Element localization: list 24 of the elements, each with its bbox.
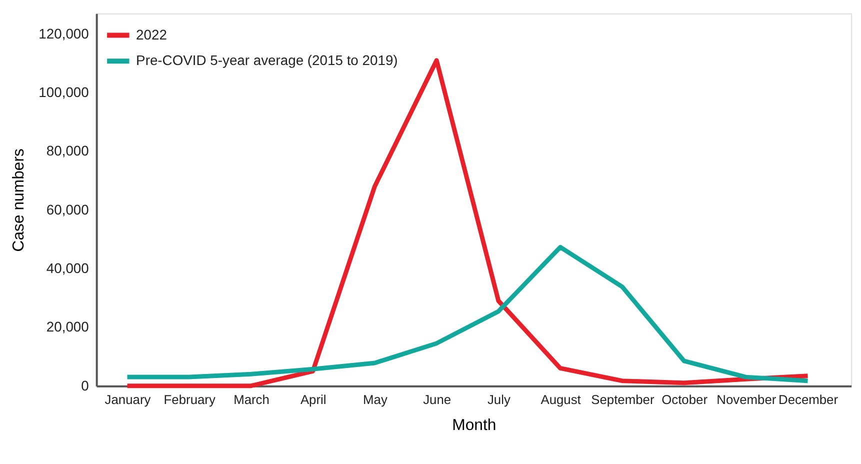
x-tick-label: June xyxy=(423,392,452,408)
legend-label: Pre-COVID 5-year average (2015 to 2019) xyxy=(136,52,398,68)
x-tick-label: July xyxy=(487,392,511,408)
x-tick-label: August xyxy=(540,392,582,408)
x-tick-label: September xyxy=(591,392,655,408)
line-series xyxy=(125,244,810,384)
y-tick-label: 60,000 xyxy=(46,201,90,218)
x-tick-label: January xyxy=(104,392,152,408)
x-axis-title: Month xyxy=(452,417,496,434)
x-tick-label: March xyxy=(234,392,270,408)
y-tick-label: 40,000 xyxy=(46,260,90,276)
x-tick-label: February xyxy=(164,392,216,408)
y-tick-label: 20,000 xyxy=(46,318,90,335)
x-tick-label: April xyxy=(300,392,326,408)
y-tick-label: 0 xyxy=(81,377,90,394)
legend-label: 2022 xyxy=(136,26,168,42)
y-tick-label: 100,000 xyxy=(38,84,90,100)
x-tick-label: May xyxy=(363,392,388,408)
y-tick-label: 120,000 xyxy=(38,25,90,42)
y-tick-label: 80,000 xyxy=(46,142,90,159)
x-tick-label: November xyxy=(716,392,777,408)
y-axis-title: Case numbers xyxy=(10,148,28,252)
x-tick-label: December xyxy=(778,392,839,408)
x-tick-label: October xyxy=(662,392,708,408)
